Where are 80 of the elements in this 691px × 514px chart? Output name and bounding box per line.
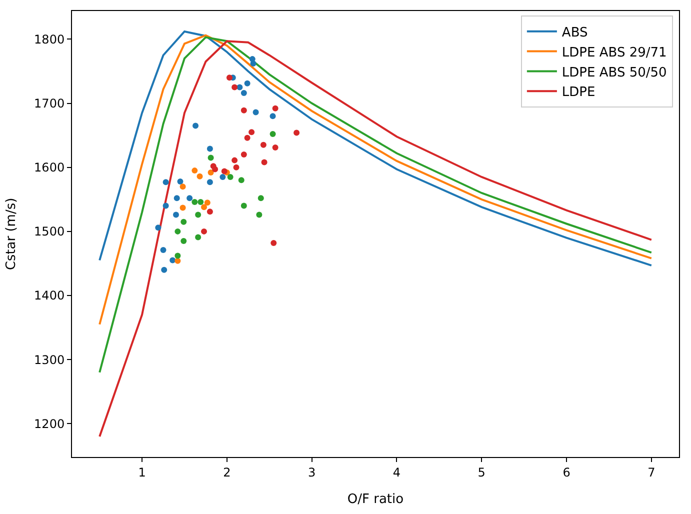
x-tick-label: 6 [562,465,570,480]
y-tick-label: 1500 [34,224,65,239]
point [198,198,204,205]
point [173,212,179,218]
point [162,179,169,186]
point [201,228,208,234]
point [272,144,278,150]
y-axis-title: Cstar (m/s) [4,198,20,270]
y-tick-label: 1700 [34,96,65,110]
x-tick-label: 1 [138,465,146,480]
point [160,247,166,254]
point [212,166,218,172]
point [226,74,232,81]
point [177,178,184,184]
point [232,84,238,90]
point [195,212,202,218]
point [206,146,213,152]
point [180,218,187,225]
point [232,157,238,164]
y-tick-label: 1200 [34,416,65,431]
point [192,122,199,129]
point [244,80,250,86]
point [256,212,262,218]
point [272,105,278,112]
point [270,131,276,138]
point [208,169,214,176]
x-tick-label: 3 [308,465,316,480]
point [206,179,213,186]
point [206,208,213,215]
point [221,168,228,174]
point [180,238,187,244]
x-tick-label: 5 [478,465,486,480]
x-tick-label: 4 [392,465,401,480]
point [248,129,255,136]
point [195,234,202,240]
x-tick-label: 2 [223,465,231,480]
point [244,134,250,141]
point [258,195,264,202]
point [270,113,276,120]
point [261,159,268,166]
point [174,258,181,264]
legend-label: ABS [562,25,588,40]
y-tick-label: 1800 [34,32,65,46]
point [192,168,198,174]
legend-label: LDPE [562,85,596,100]
point [250,60,256,67]
point [240,202,247,209]
point [161,266,168,273]
point [240,90,247,96]
point [162,202,169,209]
legend-label: LDPE ABS 29/71 [562,45,667,60]
point [270,240,277,246]
y-tick-label: 1600 [34,160,65,175]
point [252,109,259,116]
point [238,177,244,184]
point [174,195,180,202]
point [201,204,208,210]
point [240,107,247,114]
point [294,130,300,136]
point [180,204,186,211]
point [227,174,234,180]
point [204,200,210,206]
point [180,184,186,190]
point [170,257,176,264]
legend-label: LDPE ABS 50/50 [562,65,667,80]
point [186,195,193,202]
point [174,252,181,259]
point [196,173,203,180]
y-tick-label: 1300 [34,352,65,367]
x-tick-label: 7 [648,465,656,480]
point [233,164,240,170]
point [240,152,247,158]
x-axis-title: O/F ratio [347,492,404,507]
y-tick-label: 1400 [34,288,65,303]
point [208,154,214,161]
point [192,198,198,205]
point [155,224,162,231]
point [260,142,266,148]
point [174,228,181,234]
point [220,174,226,180]
